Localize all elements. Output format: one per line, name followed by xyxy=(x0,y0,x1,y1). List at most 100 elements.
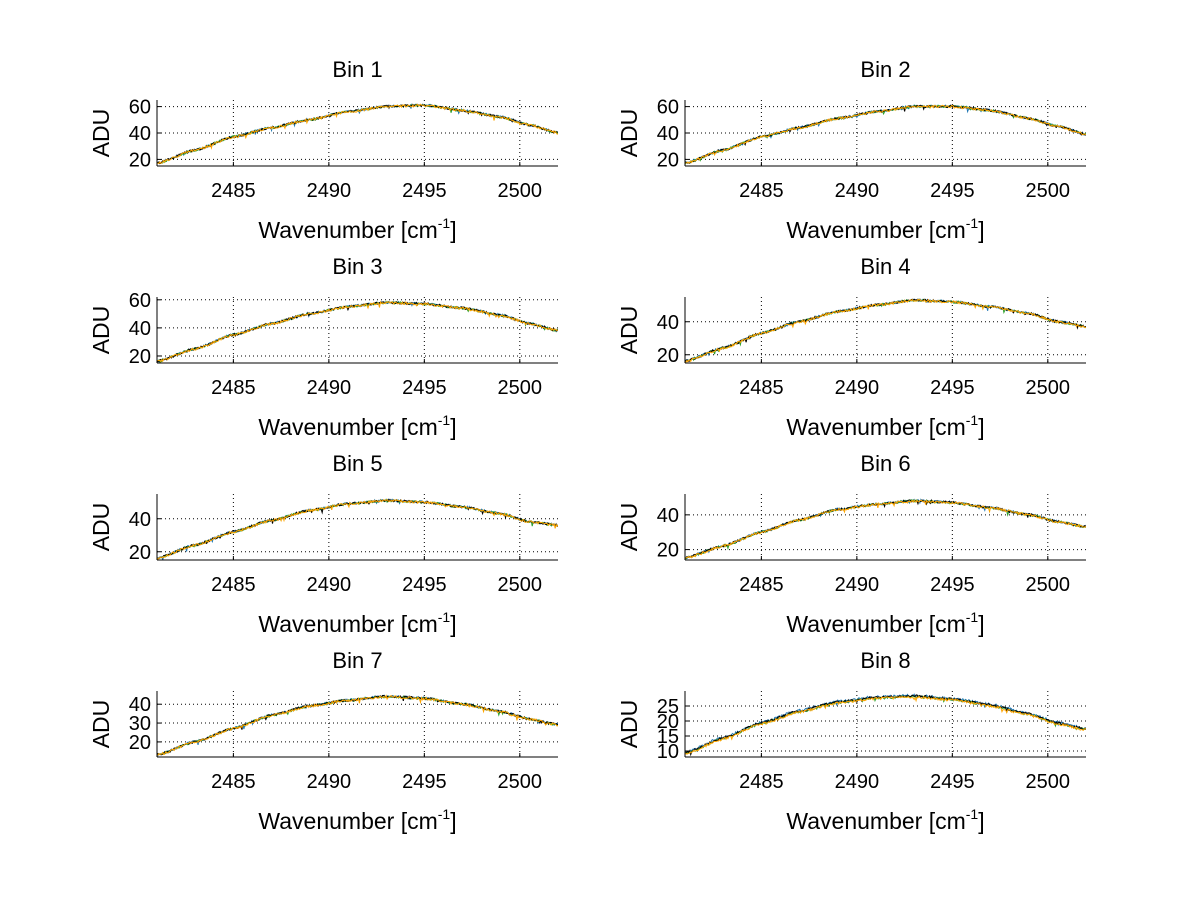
subplot-title: Bin 4 xyxy=(860,254,910,279)
x-tick-label: 2500 xyxy=(498,771,543,793)
x-tick-label: 2500 xyxy=(1026,771,1071,793)
x-tick-label: 2490 xyxy=(835,180,880,202)
x-axis-label: Wavenumber [cm-1] xyxy=(786,215,984,243)
series-line-4 xyxy=(685,499,1086,559)
y-axis-label: ADU xyxy=(88,503,114,552)
x-tick-label: 2495 xyxy=(930,377,975,399)
x-tick-label: 2485 xyxy=(739,377,784,399)
series-line-3 xyxy=(157,694,558,756)
y-tick-label: 60 xyxy=(657,97,679,119)
subplot-title: Bin 5 xyxy=(332,451,382,476)
x-tick-label: 2490 xyxy=(835,574,880,596)
y-axis-label: ADU xyxy=(88,306,114,355)
y-tick-label: 40 xyxy=(129,694,151,716)
plot-area xyxy=(685,691,1086,757)
subplot-title: Bin 7 xyxy=(332,648,382,673)
y-tick-label: 20 xyxy=(657,711,679,733)
x-tick-label: 2495 xyxy=(402,574,447,596)
series-line-4 xyxy=(157,300,558,363)
y-tick-label: 40 xyxy=(657,505,679,527)
y-axis-label: ADU xyxy=(616,700,642,749)
x-tick-label: 2485 xyxy=(211,180,256,202)
subplot-bin-5: 2485 2490 2495 2500 20 40 Bin 5 Wavenumber [cm-… xyxy=(88,451,558,637)
x-tick-label: 2490 xyxy=(307,574,352,596)
x-tick-label: 2485 xyxy=(739,574,784,596)
x-tick-label: 2500 xyxy=(498,377,543,399)
x-axis-label: Wavenumber [cm-1] xyxy=(258,806,456,834)
y-tick-label: 60 xyxy=(129,290,151,312)
x-tick-label: 2495 xyxy=(402,771,447,793)
plot-area xyxy=(157,297,558,363)
y-tick-label: 20 xyxy=(657,540,679,562)
series-line-3 xyxy=(157,103,558,165)
subplot-title: Bin 8 xyxy=(860,648,910,673)
y-tick-label: 20 xyxy=(129,542,151,564)
y-tick-label: 40 xyxy=(129,318,151,340)
y-tick-label: 20 xyxy=(129,732,151,754)
x-tick-label: 2490 xyxy=(307,377,352,399)
series-line-4 xyxy=(685,298,1086,363)
y-tick-label: 15 xyxy=(657,726,679,748)
x-tick-label: 2490 xyxy=(307,180,352,202)
y-tick-label: 60 xyxy=(129,97,151,119)
plot-area xyxy=(685,297,1086,363)
x-tick-label: 2485 xyxy=(211,771,256,793)
x-tick-label: 2490 xyxy=(307,771,352,793)
y-tick-label: 40 xyxy=(129,123,151,145)
y-tick-label: 20 xyxy=(129,346,151,368)
series-line-4 xyxy=(685,695,1086,755)
x-axis-label: Wavenumber [cm-1] xyxy=(786,806,984,834)
x-tick-label: 2485 xyxy=(211,574,256,596)
subplot-bin-1: 2485 2490 2495 2500 20 40 60 Bin 1 Wavenumber [c… xyxy=(88,57,558,243)
series-line-4 xyxy=(157,694,558,756)
series-line-4 xyxy=(157,103,558,164)
x-tick-label: 2500 xyxy=(498,180,543,202)
y-tick-label: 30 xyxy=(129,713,151,735)
y-tick-label: 10 xyxy=(657,741,679,763)
x-tick-label: 2490 xyxy=(835,771,880,793)
x-axis-label: Wavenumber [cm-1] xyxy=(258,609,456,637)
x-tick-label: 2485 xyxy=(739,180,784,202)
x-tick-label: 2500 xyxy=(1026,574,1071,596)
series-line-4 xyxy=(685,104,1086,165)
x-tick-label: 2500 xyxy=(498,574,543,596)
y-tick-label: 40 xyxy=(657,312,679,334)
plot-area xyxy=(157,691,558,757)
x-axis-label: Wavenumber [cm-1] xyxy=(258,412,456,440)
y-axis-label: ADU xyxy=(616,109,642,158)
x-tick-label: 2495 xyxy=(402,377,447,399)
x-tick-label: 2495 xyxy=(930,180,975,202)
x-tick-label: 2485 xyxy=(739,771,784,793)
y-axis-label: ADU xyxy=(616,306,642,355)
y-tick-label: 40 xyxy=(129,509,151,531)
subplot-bin-4: 2485 2490 2495 2500 20 40 Bin 4 Wavenumber [cm-… xyxy=(616,254,1086,440)
x-tick-label: 2500 xyxy=(1026,180,1071,202)
subplot-title: Bin 2 xyxy=(860,57,910,82)
y-axis-label: ADU xyxy=(88,109,114,158)
y-axis-label: ADU xyxy=(88,700,114,749)
subplot-title: Bin 6 xyxy=(860,451,910,476)
plot-area xyxy=(157,494,558,560)
y-axis-label: ADU xyxy=(616,503,642,552)
y-tick-label: 40 xyxy=(657,123,679,145)
x-tick-label: 2495 xyxy=(402,180,447,202)
x-tick-label: 2495 xyxy=(930,771,975,793)
y-tick-label: 25 xyxy=(657,696,679,718)
y-tick-label: 20 xyxy=(129,149,151,171)
subplot-title: Bin 1 xyxy=(332,57,382,82)
x-tick-label: 2500 xyxy=(1026,377,1071,399)
subplot-grid: 2485 2490 2495 2500 20 40 60 Bin 1 Wavenumber [c… xyxy=(88,57,1086,834)
subplot-bin-6: 2485 2490 2495 2500 20 40 Bin 6 Wavenumber [cm-… xyxy=(616,451,1086,637)
x-tick-label: 2490 xyxy=(835,377,880,399)
subplot-bin-2: 2485 2490 2495 2500 20 40 60 Bin 2 Wavenumber [c… xyxy=(616,57,1086,243)
x-axis-label: Wavenumber [cm-1] xyxy=(258,215,456,243)
y-tick-label: 20 xyxy=(657,345,679,367)
subplot-title: Bin 3 xyxy=(332,254,382,279)
y-tick-label: 20 xyxy=(657,149,679,171)
x-axis-label: Wavenumber [cm-1] xyxy=(786,609,984,637)
x-axis-label: Wavenumber [cm-1] xyxy=(786,412,984,440)
subplot-bin-3: 2485 2490 2495 2500 20 40 60 Bin 3 Wavenumber [c… xyxy=(88,254,558,440)
